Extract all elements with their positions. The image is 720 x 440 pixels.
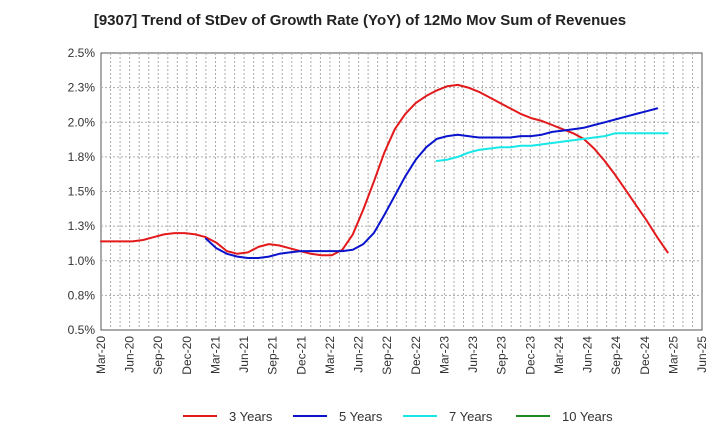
x-tick-label: Dec-22 bbox=[409, 336, 423, 375]
x-tick-label: Mar-23 bbox=[437, 336, 451, 374]
x-tick-label: Dec-24 bbox=[638, 336, 652, 375]
series-line-7-years bbox=[435, 132, 669, 162]
legend-item-5-years: 5 Years bbox=[293, 404, 382, 428]
x-axis-ticks: Mar-20 Jun-20 Sep-20 Dec-20 Mar-21 Jun-21 Sep-… bbox=[94, 336, 709, 375]
series-line-5-years bbox=[204, 107, 659, 259]
legend: 3 Years 5 Years 7 Years 10 Years bbox=[0, 404, 720, 428]
legend-label-10-years: 10 Years bbox=[562, 408, 613, 424]
x-tick-label: Sep-20 bbox=[151, 336, 165, 375]
x-tick-label: Dec-23 bbox=[523, 336, 537, 375]
legend-item-7-years: 7 Years bbox=[403, 404, 492, 428]
x-tick-label: Dec-20 bbox=[180, 336, 194, 375]
y-tick-label: 0.5% bbox=[68, 323, 96, 337]
series-lines bbox=[100, 83, 669, 259]
y-tick-label: 1.5% bbox=[68, 185, 96, 199]
x-tick-label: Jun-21 bbox=[237, 336, 251, 373]
y-tick-label: 2.0% bbox=[68, 115, 96, 129]
legend-label-7-years: 7 Years bbox=[449, 408, 493, 424]
y-tick-label: 2.3% bbox=[68, 81, 96, 95]
legend-swatch-5-years bbox=[293, 415, 327, 417]
legend-label-5-years: 5 Years bbox=[339, 408, 383, 424]
x-tick-label: Jun-24 bbox=[581, 336, 595, 373]
x-tick-label: Dec-21 bbox=[294, 336, 308, 375]
x-tick-label: Jun-23 bbox=[466, 336, 480, 373]
x-tick-label: Sep-21 bbox=[266, 336, 280, 375]
y-tick-label: 0.8% bbox=[68, 288, 96, 302]
x-tick-label: Sep-22 bbox=[380, 336, 394, 375]
legend-label-3-years: 3 Years bbox=[229, 408, 273, 424]
x-tick-label: Mar-21 bbox=[208, 336, 222, 374]
x-tick-label: Jun-22 bbox=[352, 336, 366, 373]
x-tick-label: Mar-25 bbox=[666, 336, 680, 374]
y-tick-label: 1.8% bbox=[68, 150, 96, 164]
chart-title: [9307] Trend of StDev of Growth Rate (Yo… bbox=[93, 12, 627, 29]
x-tick-label: Mar-20 bbox=[94, 336, 108, 374]
x-tick-label: Mar-24 bbox=[552, 336, 566, 374]
y-axis-ticks: 0.5% 0.8% 1.0% 1.3% 1.5% 1.8% 2.0% 2.3% 2.5% bbox=[68, 46, 96, 337]
legend-item-3-years: 3 Years bbox=[183, 404, 272, 428]
x-tick-label: Jun-20 bbox=[123, 336, 137, 373]
legend-swatch-3-years bbox=[183, 415, 217, 417]
y-tick-label: 2.5% bbox=[68, 46, 96, 60]
x-tick-label: Jun-25 bbox=[695, 336, 709, 373]
y-tick-label: 1.3% bbox=[68, 219, 96, 233]
x-tick-label: Sep-23 bbox=[495, 336, 509, 375]
legend-swatch-10-years bbox=[516, 415, 550, 417]
series-line-3-years bbox=[100, 83, 669, 257]
y-tick-label: 1.0% bbox=[68, 254, 96, 268]
x-tick-label: Sep-24 bbox=[609, 336, 623, 375]
legend-swatch-7-years bbox=[403, 415, 437, 417]
x-tick-label: Mar-22 bbox=[323, 336, 337, 374]
legend-item-10-years: 10 Years bbox=[516, 404, 613, 428]
